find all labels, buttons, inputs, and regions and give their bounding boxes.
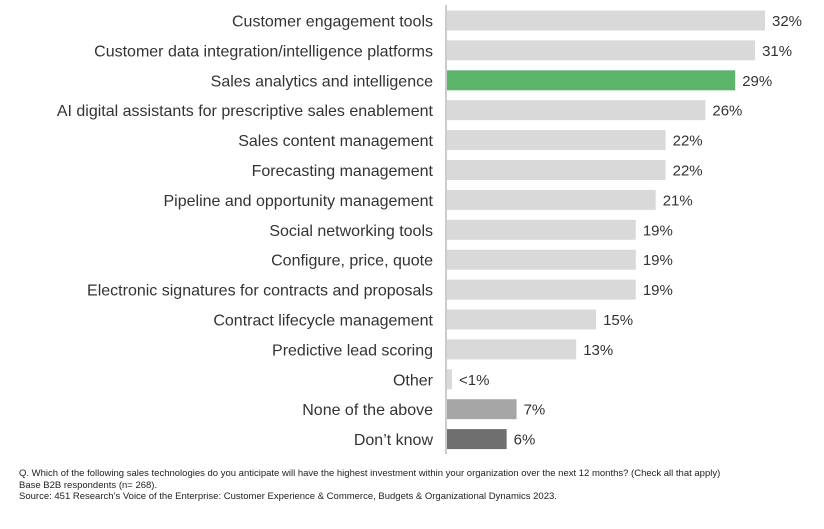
value-label: 31%: [762, 43, 792, 60]
value-label: 19%: [643, 252, 673, 269]
bar: [447, 339, 577, 360]
bar: [447, 399, 517, 420]
category-label: Sales analytics and intelligence: [211, 73, 433, 90]
source-note: Source: 451 Research’s Voice of the Ente…: [19, 491, 557, 502]
category-label: Pipeline and opportunity management: [163, 193, 433, 210]
value-label: 26%: [712, 103, 742, 120]
chart-notes: Q. Which of the following sales technolo…: [19, 468, 819, 503]
bar: [447, 309, 597, 330]
bar: [447, 249, 636, 270]
bar: [447, 130, 666, 151]
bar: [447, 369, 452, 390]
bar: [447, 160, 666, 180]
value-label: 29%: [742, 73, 772, 90]
survey-question-note: Q. Which of the following sales technolo…: [19, 468, 721, 479]
value-label: 19%: [643, 222, 673, 239]
category-label: Other: [393, 372, 434, 389]
category-label: Predictive lead scoring: [272, 342, 433, 359]
base-note: Base B2B respondents (n= 268).: [19, 479, 158, 491]
category-label: AI digital assistants for prescriptive s…: [57, 103, 434, 120]
value-label: 32%: [772, 13, 802, 30]
bar: [447, 189, 656, 210]
value-label: 6%: [514, 432, 536, 449]
bar: [447, 10, 765, 31]
value-label: 22%: [673, 133, 703, 150]
value-label: 15%: [603, 312, 633, 329]
value-label: 13%: [583, 342, 613, 359]
value-label: 21%: [663, 192, 693, 209]
category-label: Customer engagement tools: [232, 14, 433, 31]
bar: [447, 219, 636, 240]
category-label: Don’t know: [354, 432, 434, 449]
bar-chart: Customer engagement tools 32% Customer dat…: [57, 5, 802, 454]
category-label: Sales content management: [238, 133, 433, 150]
category-label: None of the above: [302, 402, 433, 419]
category-label: Forecasting management: [252, 163, 434, 180]
bar: [447, 100, 706, 121]
bar: [447, 40, 756, 61]
value-label: 22%: [673, 163, 703, 180]
category-label: Social networking tools: [269, 223, 433, 240]
bar: [447, 279, 636, 300]
value-label: <1%: [459, 372, 489, 389]
bar: [447, 429, 507, 450]
category-label: Customer data integration/intelligence p…: [94, 43, 433, 60]
category-label: Electronic signatures for contracts and …: [87, 283, 433, 300]
bar: [447, 70, 736, 91]
category-label: Contract lifecycle management: [213, 313, 433, 330]
category-label: Configure, price, quote: [271, 253, 433, 270]
value-label: 7%: [524, 402, 546, 419]
value-label: 19%: [643, 282, 673, 299]
